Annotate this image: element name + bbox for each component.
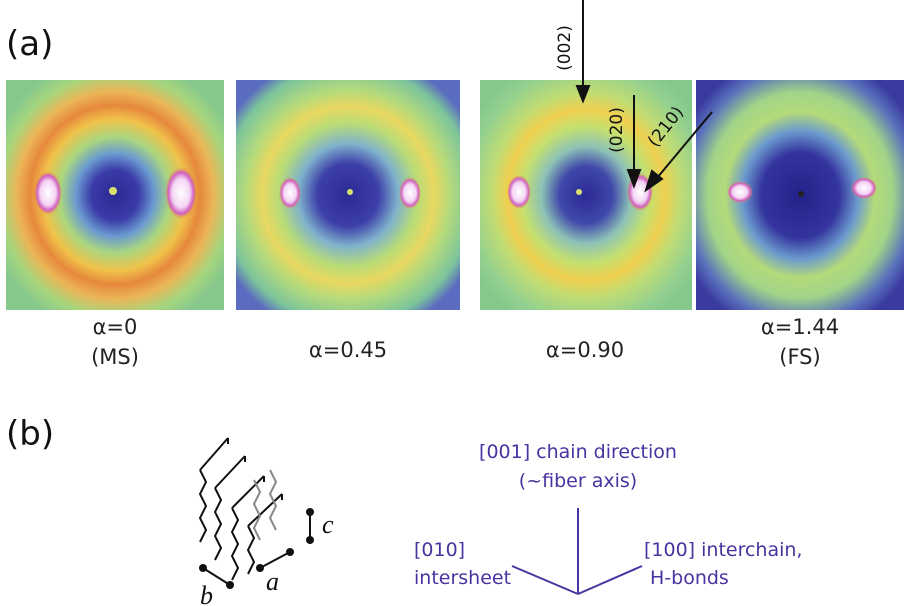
axis-label: H-bonds: [650, 567, 729, 589]
diffraction-pattern: [236, 80, 460, 310]
diffraction-pattern: [6, 80, 224, 310]
diffraction-pattern: [696, 80, 904, 310]
alpha-label: α=0.45: [309, 338, 387, 362]
alpha-label: α=1.44: [761, 315, 839, 339]
panel-label: (a): [6, 24, 53, 64]
phase-label: (MS): [91, 345, 139, 369]
panel-label: (b): [6, 414, 54, 454]
axis-label: intersheet: [414, 567, 511, 589]
axis-label: (~fiber axis): [519, 470, 637, 492]
axis-lines: [512, 508, 642, 594]
axis-label: [010]: [414, 539, 465, 561]
alpha-label: α=0.90: [546, 338, 624, 362]
lattice-sketch: [200, 438, 310, 585]
arrow-label: (002): [555, 25, 575, 71]
lattice-label: c: [322, 510, 334, 539]
diffraction-pattern: [480, 80, 692, 310]
alpha-label: α=0: [93, 315, 138, 339]
figure: (a) (002) (020) (210) α=0 (MS) α=0.45 α=: [0, 0, 904, 606]
axis-label: [001] chain direction: [479, 441, 677, 463]
lattice-label: b: [200, 581, 213, 606]
arrow-label: (020): [607, 107, 627, 153]
phase-label: (FS): [779, 345, 820, 369]
lattice-label: a: [266, 567, 279, 596]
axis-label: [100] interchain,: [644, 539, 802, 561]
